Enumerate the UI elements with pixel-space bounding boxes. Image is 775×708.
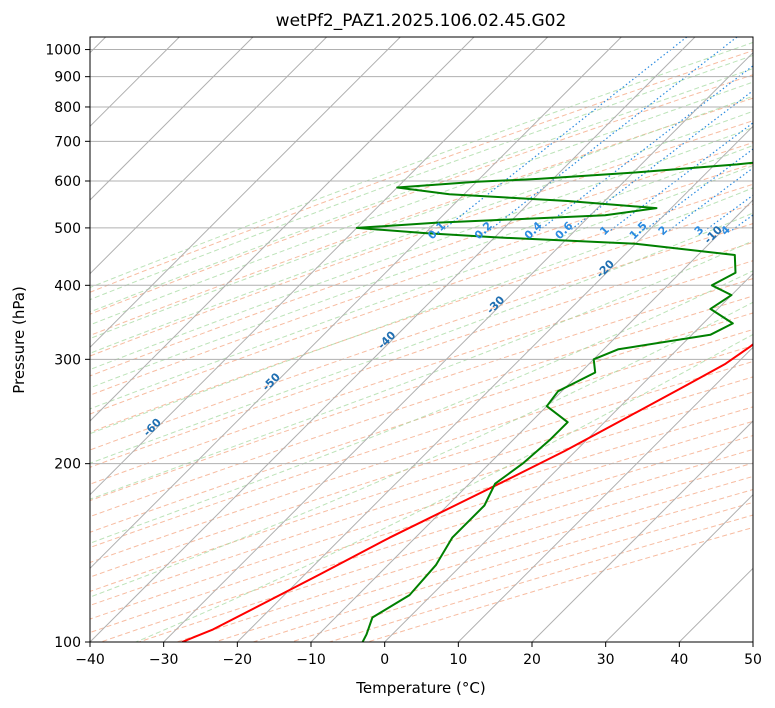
isotherm (90, 37, 401, 349)
moist-adiabat (90, 127, 753, 371)
y-tick-label: 500 (54, 221, 81, 237)
isotherm (163, 51, 753, 642)
y-tick-label: 800 (54, 100, 81, 116)
dry-adiabat (253, 489, 753, 642)
chart-axes: −40 −30 −20 −10 0 10 20 30 40 50 100 200 300 400 500 60… (45, 43, 762, 668)
isotherm-label: -20 (594, 257, 617, 280)
dry-adiabat (90, 328, 753, 549)
y-tick-label: 400 (54, 278, 81, 294)
mixing-ratio-label: 1 (597, 223, 612, 238)
mixing-ratio-line (442, 37, 688, 231)
mixing-ratio-line (538, 65, 753, 231)
x-tick-label: 30 (597, 652, 615, 668)
moist-adiabat (90, 95, 753, 340)
isotherm (457, 346, 753, 642)
isotherm (90, 37, 549, 496)
x-tick-label: 40 (670, 652, 688, 668)
chart-series (181, 161, 753, 642)
y-tick-label: 700 (54, 134, 81, 150)
isotherm-label: -60 (141, 416, 164, 439)
isotherm (236, 125, 753, 642)
dry-adiabat (215, 475, 753, 642)
mixing-ratio-line (771, 37, 775, 231)
moist-adiabat (90, 187, 753, 435)
mixing-ratio-label: 6 (757, 223, 772, 238)
mixing-ratio-label: 2 (656, 223, 671, 238)
isotherm-label: -40 (375, 328, 398, 351)
y-tick-label: 200 (54, 457, 81, 473)
isotherm-label: -50 (260, 370, 283, 393)
x-tick-label: 50 (744, 652, 762, 668)
mixing-ratio-label: 0.2 (472, 219, 495, 242)
isotherm-label: -30 (484, 293, 507, 316)
isotherm (90, 37, 254, 201)
chart-grid (90, 37, 753, 642)
x-tick-label: 0 (380, 652, 389, 668)
x-tick-label: −30 (149, 652, 179, 668)
moist-adiabat (90, 212, 753, 464)
mixing-ratio-line (488, 37, 738, 231)
dry-adiabat (291, 501, 753, 642)
dry-adiabat (90, 120, 753, 357)
isotherm (90, 37, 475, 422)
moist-adiabat (90, 164, 753, 410)
isotherm (678, 567, 753, 642)
dewpoint-profile (355, 161, 753, 642)
moist-adiabat (135, 333, 753, 642)
dry-adiabat (176, 462, 753, 642)
dry-adiabat (90, 278, 753, 502)
y-axis-label: Pressure (hPa) (10, 286, 28, 394)
x-tick-label: −10 (296, 652, 326, 668)
isotherm (752, 641, 753, 642)
dry-adiabat (90, 360, 753, 578)
plot-frame (89, 36, 754, 643)
isotherm (605, 493, 753, 642)
x-tick-label: −40 (75, 652, 105, 668)
x-tick-label: 10 (449, 652, 467, 668)
mixing-ratio-line (610, 122, 753, 231)
y-tick-label: 1000 (45, 43, 81, 59)
isotherm (90, 37, 622, 570)
moist-adiabat (90, 240, 753, 500)
isotherm (90, 37, 328, 275)
y-tick-label: 600 (54, 174, 81, 190)
isotherm (384, 272, 753, 642)
isotherm (531, 420, 753, 642)
y-tick-label: 300 (54, 352, 81, 368)
y-tick-label: 900 (54, 70, 81, 86)
dry-adiabat (100, 434, 753, 642)
dry-adiabat (90, 345, 753, 564)
dry-adiabat (90, 312, 753, 533)
moist-adiabat (90, 270, 753, 544)
moist-adiabat (90, 110, 753, 354)
dry-adiabat (90, 183, 753, 415)
isotherm (310, 199, 753, 642)
dry-adiabat (90, 223, 753, 451)
mixing-ratio-line (569, 89, 753, 231)
x-tick-label: 20 (523, 652, 541, 668)
temperature-profile (181, 343, 753, 642)
dry-adiabat (90, 241, 753, 468)
y-tick-label: 100 (54, 635, 81, 651)
chart-title: wetPf2_PAZ1.2025.106.02.45.G02 (276, 11, 567, 31)
dry-adiabat (90, 142, 753, 377)
mixing-ratio-line (643, 148, 753, 231)
isotherm-label: -70 (20, 462, 43, 485)
isotherm (90, 37, 696, 642)
x-axis-label: Temperature (°C) (355, 679, 485, 697)
x-tick-label: −20 (223, 652, 253, 668)
